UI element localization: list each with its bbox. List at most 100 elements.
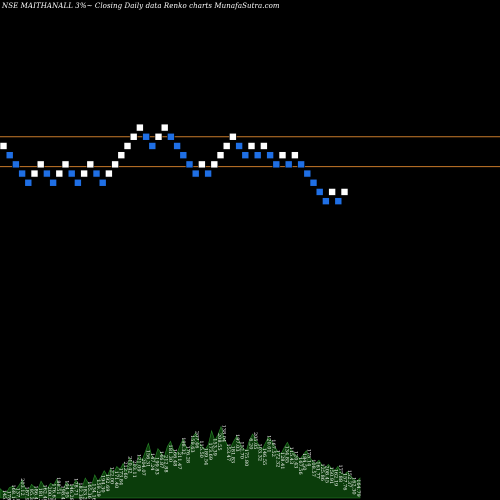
renko-brick-down [24,178,33,187]
volume-area [0,425,361,499]
volume-label: 138.04 [221,425,227,443]
volume-label: 162.40 [41,484,47,500]
volume-label: 145.61 [1,490,7,500]
volume-label: 122.00 [109,467,115,485]
volume-label: 212.60 [122,461,128,479]
renko-brick-up [154,132,163,141]
renko-brick-down [18,169,26,178]
volume-label: 194.30 [100,475,106,493]
renko-brick-down [334,197,343,205]
renko-brick-down [204,169,212,178]
renko-brick-down [315,188,324,196]
renko-brick-up [111,160,119,169]
volume-label: 175.14 [306,449,312,467]
volume-label: 165.36 [86,481,92,499]
volume-label: 166.48 [171,449,177,467]
volume-label: 211.47 [176,452,182,470]
volume-label: 198.48 [59,486,65,500]
volume-label: 212.88 [162,455,168,473]
volume-label: 152.70 [238,441,244,459]
renko-brick-up [198,160,206,169]
renko-brick-down [191,169,200,178]
volume-label: 146.87 [158,451,164,469]
renko-brick-up [129,132,138,141]
volume-label: 181.30 [167,445,173,463]
volume-label: 197.03 [234,434,240,452]
renko-brick-down [253,151,262,159]
renko-brick-up [55,169,64,178]
renko-brick-down [235,142,243,150]
volume-label: 146.55 [261,448,267,466]
renko-brick-up [291,151,299,159]
volume-label: 181.83 [230,446,236,464]
volume-label: 171.40 [113,471,119,489]
volume-label: 208.55 [216,433,222,451]
volume-label: 153.39 [212,438,218,456]
volume-label: 187.95 [23,487,29,500]
renko-brick-down [5,151,14,159]
volume-label: 178.39 [5,491,11,500]
volume-label: 203.11 [131,460,137,478]
volume-label: 177.88 [337,465,343,483]
renko-brick-down [284,160,293,169]
renko-brick-up [30,169,39,178]
renko-brick-down [142,132,150,141]
renko-brick-down [67,169,76,178]
renko-brick-down [98,178,107,187]
volume-series [0,425,361,499]
renko-bricks [0,123,349,205]
volume-label: 146.28 [68,483,74,500]
renko-brick-up [229,132,237,141]
volume-label: 115.43 [288,447,294,465]
renko-brick-up [86,160,95,169]
renko-brick-down [74,178,82,187]
renko-brick-down [241,151,250,159]
volume-label: 157.76 [342,473,348,491]
volume-label: 103.32 [256,444,262,462]
renko-brick-up [260,142,268,150]
volume-label: 162.19 [333,469,339,487]
volume-label: 172.32 [274,450,280,468]
volume-label: 207.46 [194,431,200,449]
volume-label: 199.83 [153,457,159,475]
volume-label: 125.86 [319,463,325,481]
volume-label: 181.23 [37,488,43,500]
volume-label: 120.01 [265,435,271,453]
volume-label: 164.79 [355,479,361,497]
renko-brick-down [167,132,175,141]
volume-label: 134.16 [91,483,97,500]
renko-brick-down [12,160,20,169]
volume-label: 192.69 [104,474,110,492]
renko-brick-up [105,169,113,178]
volume-label: 198.32 [180,437,186,455]
volume-label: 189.54 [203,448,209,466]
volume-label: 120.43 [292,451,298,469]
volume-label: 173.69 [207,442,213,460]
volume-label: 108.57 [310,459,316,477]
renko-brick-down [179,151,188,159]
renko-brick-up [123,142,132,150]
chart-title: NSE MAITHANALL 3%~ Closing Daily data Re… [2,2,280,10]
volume-label: 159.29 [95,479,101,497]
renko-brick-up [61,160,70,169]
volume-label: 168.14 [10,484,16,500]
renko-brick-down [309,178,318,187]
reference-lines [0,136,500,168]
volume-label: 183.29 [82,486,88,500]
volume-label: 204.07 [140,458,146,476]
volume-label: 95.35 [28,489,34,500]
renko-brick-up [160,123,169,132]
volume-label: 210.42 [126,456,132,474]
volume-label: 150.91 [328,467,334,485]
volume-label: 128.41 [279,452,285,470]
volume-label: 194.95 [64,480,70,498]
volume-label: 176.62 [50,483,56,500]
volume-label: 200.50 [46,487,52,500]
volume-label: 188.51 [55,477,61,495]
renko-brick-up [117,151,126,159]
volume-label: 153.47 [225,444,231,462]
renko-brick-down [49,178,57,187]
volume-label: 203.12 [19,478,25,496]
renko-brick-down [148,142,157,150]
